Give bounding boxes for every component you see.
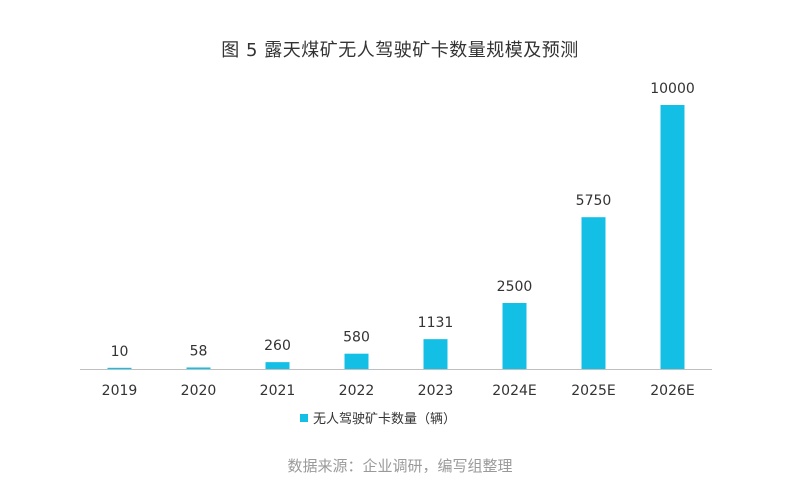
data-label-2020: 58: [190, 343, 208, 359]
data-label-2024E: 2500: [497, 279, 533, 295]
bar-2020: [186, 367, 211, 369]
data-label-2025E: 5750: [576, 193, 612, 209]
x-tick-labels-group: 2019 2020 2021 2022 2023 2024E 2025E 2026E: [102, 383, 695, 399]
bar-2024E: [502, 303, 527, 369]
data-label-2023: 1131: [418, 315, 454, 331]
bars-group: [107, 105, 685, 369]
bar-2026E: [660, 105, 685, 369]
x-tick-label-2026E: 2026E: [650, 383, 694, 399]
legend-swatch: [300, 414, 308, 422]
legend: 无人驾驶矿卡数量（辆）: [300, 412, 456, 427]
bar-chart: 10 58 260 580 1131 2500 5750 10000 2019 2020 2021…: [80, 81, 712, 427]
bar-2019: [107, 367, 132, 369]
x-tick-label-2024E: 2024E: [492, 383, 536, 399]
data-label-2021: 260: [264, 338, 291, 354]
bar-2025E: [581, 217, 606, 369]
legend-label: 无人驾驶矿卡数量（辆）: [313, 412, 456, 427]
bar-2021: [265, 362, 290, 369]
x-tick-label-2025E: 2025E: [571, 383, 615, 399]
bar-2023: [423, 339, 448, 369]
data-label-2022: 580: [343, 330, 370, 346]
x-tick-label-2022: 2022: [339, 383, 375, 399]
x-tick-label-2021: 2021: [260, 383, 296, 399]
bar-2022: [344, 353, 369, 369]
data-label-2026E: 10000: [650, 81, 695, 97]
x-tick-label-2020: 2020: [181, 383, 217, 399]
source-note: 数据来源：企业调研，编写组整理: [287, 457, 513, 475]
data-labels-group: 10 58 260 580 1131 2500 5750 10000: [111, 81, 695, 360]
chart-title: 图 5 露天煤矿无人驾驶矿卡数量规模及预测: [221, 40, 579, 61]
x-tick-label-2019: 2019: [102, 383, 138, 399]
x-tick-label-2023: 2023: [418, 383, 454, 399]
data-label-2019: 10: [111, 344, 129, 360]
